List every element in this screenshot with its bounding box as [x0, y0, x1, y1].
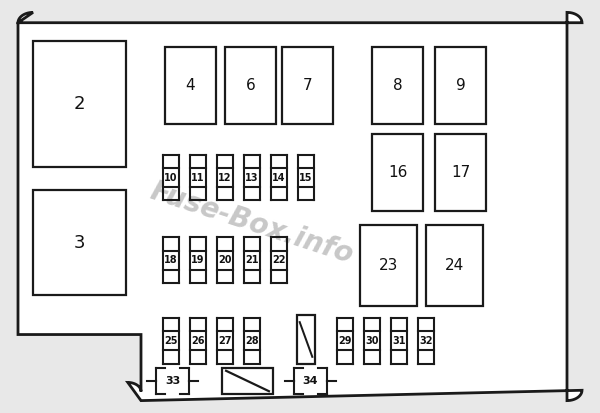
Text: 11: 11	[191, 173, 205, 183]
Bar	[244, 168, 260, 187]
Bar	[372, 47, 423, 124]
Text: 29: 29	[338, 336, 352, 346]
Text: 17: 17	[451, 165, 470, 180]
Bar	[391, 331, 407, 350]
Bar	[33, 190, 126, 295]
Bar	[271, 168, 287, 187]
Bar	[426, 225, 483, 306]
Text: 24: 24	[445, 258, 464, 273]
Text: 12: 12	[218, 173, 232, 183]
Bar	[163, 168, 179, 187]
Text: 4: 4	[185, 78, 196, 93]
Bar	[244, 331, 260, 350]
Bar	[222, 368, 273, 394]
Bar	[225, 47, 276, 124]
Bar	[33, 41, 126, 167]
Bar	[435, 47, 486, 124]
Text: 7: 7	[302, 78, 313, 93]
Bar	[282, 47, 333, 124]
Text: 26: 26	[191, 336, 205, 346]
Bar	[244, 251, 260, 270]
Bar	[165, 47, 216, 124]
Text: 14: 14	[272, 173, 286, 183]
Bar	[190, 251, 206, 270]
Bar	[418, 331, 434, 350]
Text: 28: 28	[245, 336, 259, 346]
Bar	[297, 315, 315, 364]
Text: 27: 27	[218, 336, 232, 346]
Text: 2: 2	[74, 95, 85, 113]
Text: 25: 25	[164, 336, 178, 346]
Text: 19: 19	[191, 255, 205, 265]
Bar	[372, 134, 423, 211]
Bar	[435, 134, 486, 211]
Text: 3: 3	[74, 234, 85, 252]
Bar	[271, 251, 287, 270]
Text: 23: 23	[379, 258, 398, 273]
Text: 16: 16	[388, 165, 407, 180]
Polygon shape	[18, 12, 582, 401]
Bar	[163, 331, 179, 350]
Text: 20: 20	[218, 255, 232, 265]
Text: 34: 34	[303, 376, 318, 386]
Bar	[163, 251, 179, 270]
Text: 31: 31	[392, 336, 406, 346]
Bar	[337, 331, 353, 350]
Text: 21: 21	[245, 255, 259, 265]
Bar	[190, 168, 206, 187]
Bar	[298, 168, 314, 187]
Text: Fuse-Box.info: Fuse-Box.info	[147, 177, 357, 269]
Bar	[217, 168, 233, 187]
Bar	[364, 331, 380, 350]
Text: 15: 15	[299, 173, 313, 183]
Text: 10: 10	[164, 173, 178, 183]
Text: 8: 8	[392, 78, 403, 93]
Text: 32: 32	[419, 336, 433, 346]
Bar	[217, 331, 233, 350]
Text: 33: 33	[165, 376, 180, 386]
Text: 13: 13	[245, 173, 259, 183]
Bar	[217, 251, 233, 270]
Text: 30: 30	[365, 336, 379, 346]
Text: 9: 9	[455, 78, 466, 93]
Text: 22: 22	[272, 255, 286, 265]
Bar	[360, 225, 417, 306]
Bar	[190, 331, 206, 350]
Text: 18: 18	[164, 255, 178, 265]
Text: 6: 6	[245, 78, 256, 93]
